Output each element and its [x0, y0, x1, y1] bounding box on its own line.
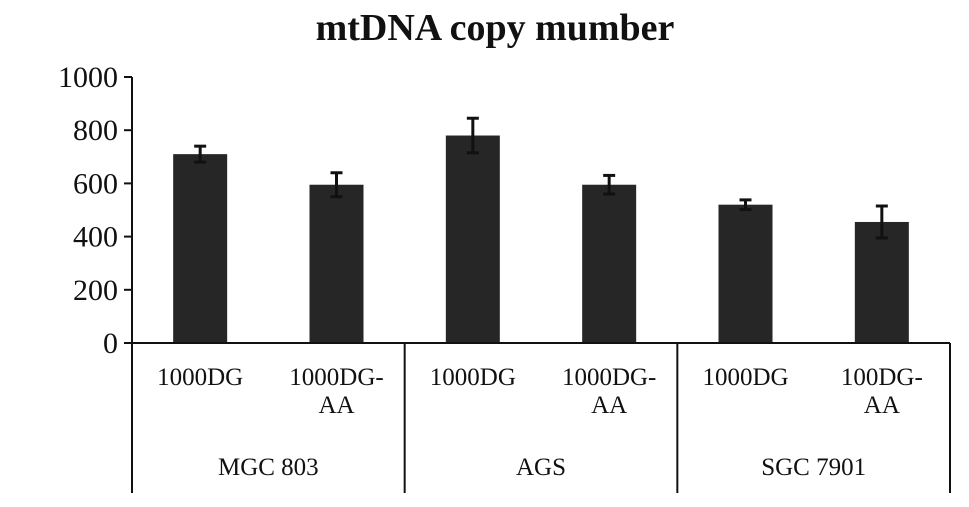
x-category-label: 1000DG- — [289, 364, 383, 391]
bar — [445, 135, 500, 343]
error-bars — [194, 116, 888, 240]
y-tick-label: 200 — [73, 274, 118, 307]
bar — [854, 221, 909, 343]
x-category-label: 1000DG- — [562, 364, 656, 391]
y-tick-label: 0 — [103, 327, 118, 360]
bar — [173, 154, 228, 343]
x-category-label: 1000DG — [157, 364, 243, 391]
x-category-label: 1000DG — [430, 364, 516, 391]
x-category-label: AA — [864, 392, 900, 419]
x-category-label: AA — [318, 392, 354, 419]
y-tick-label: 600 — [73, 167, 118, 200]
bars — [173, 135, 909, 343]
x-category-label: 100DG- — [841, 364, 923, 391]
x-group-label: SGC 7901 — [761, 454, 866, 481]
x-category-label: AA — [591, 392, 627, 419]
x-group-label: MGC 803 — [218, 454, 319, 481]
axes — [131, 77, 951, 493]
y-tick-label: 400 — [73, 221, 118, 254]
x-group-label: AGS — [516, 454, 566, 481]
bar — [309, 184, 364, 343]
bar — [582, 184, 637, 343]
chart-title: mtDNA copy mumber — [316, 7, 675, 49]
y-axis-ticks: 0 200 400 600 800 1000 — [58, 61, 132, 360]
bar — [718, 204, 773, 343]
y-tick-label: 800 — [73, 114, 118, 147]
y-tick-label: 1000 — [58, 61, 118, 94]
x-category-label: 1000DG — [702, 364, 788, 391]
